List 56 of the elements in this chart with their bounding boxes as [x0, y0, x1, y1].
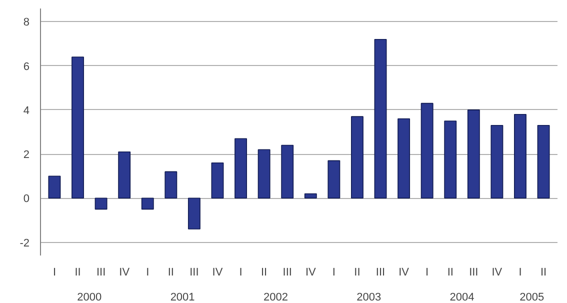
- text: 2002: [263, 292, 288, 303]
- bar: [537, 124, 550, 199]
- x-tick-label: I: [332, 266, 336, 278]
- y-tick-label: 0: [23, 193, 30, 206]
- x-tick-label: III: [469, 266, 478, 278]
- x-tick-label: II: [447, 266, 454, 278]
- bar: [514, 114, 526, 199]
- x-tick-label: II: [74, 266, 81, 278]
- bar: [72, 56, 84, 199]
- bar: [258, 149, 270, 199]
- bar: [94, 198, 108, 210]
- bar: [467, 110, 480, 199]
- x-tick-label: II: [354, 266, 360, 278]
- x-tick-label: I: [518, 266, 522, 278]
- bar: [328, 160, 340, 199]
- x-tick-label: I: [239, 266, 242, 278]
- x-tick-label: IV: [398, 266, 410, 278]
- bar: [48, 176, 61, 199]
- bar: [374, 38, 387, 199]
- x-tick-label: I: [52, 266, 56, 278]
- x-tick-label: IV: [305, 266, 317, 278]
- x-tick-label: I: [426, 266, 429, 278]
- bar: [281, 144, 294, 199]
- bar: [398, 118, 410, 199]
- y-tick-label: 2: [23, 149, 30, 162]
- bar: [211, 162, 224, 199]
- x-tick-label: II: [168, 266, 174, 278]
- y-tick-label: -2: [20, 237, 30, 250]
- text: 2005: [520, 292, 544, 303]
- x-tick-label: III: [96, 266, 106, 278]
- bar: [141, 198, 154, 210]
- text: 2000: [77, 292, 102, 303]
- y-tick-label: 8: [23, 16, 30, 29]
- x-tick-label: III: [190, 266, 199, 278]
- bar: [234, 138, 247, 199]
- bar: [304, 193, 317, 199]
- bar: [420, 102, 434, 199]
- x-tick-label: II: [261, 266, 268, 278]
- bar: [188, 198, 200, 230]
- x-tick-label: IV: [492, 266, 503, 278]
- bar: [118, 151, 131, 199]
- y-tick-label: 6: [23, 60, 30, 73]
- x-tick-label: IV: [212, 266, 224, 278]
- bar: [444, 120, 457, 199]
- x-tick-label: IV: [119, 266, 130, 278]
- text: 2001: [170, 292, 195, 303]
- text: 2004: [450, 292, 474, 303]
- bar: [490, 124, 504, 199]
- bar: [164, 171, 178, 199]
- x-tick-label: II: [540, 266, 547, 278]
- y-tick-label: 4: [23, 104, 30, 117]
- x-tick-label: III: [376, 266, 386, 278]
- x-tick-label: I: [146, 266, 150, 278]
- text: 2003: [356, 292, 382, 303]
- bar: [351, 116, 364, 199]
- x-tick-label: III: [282, 266, 292, 278]
